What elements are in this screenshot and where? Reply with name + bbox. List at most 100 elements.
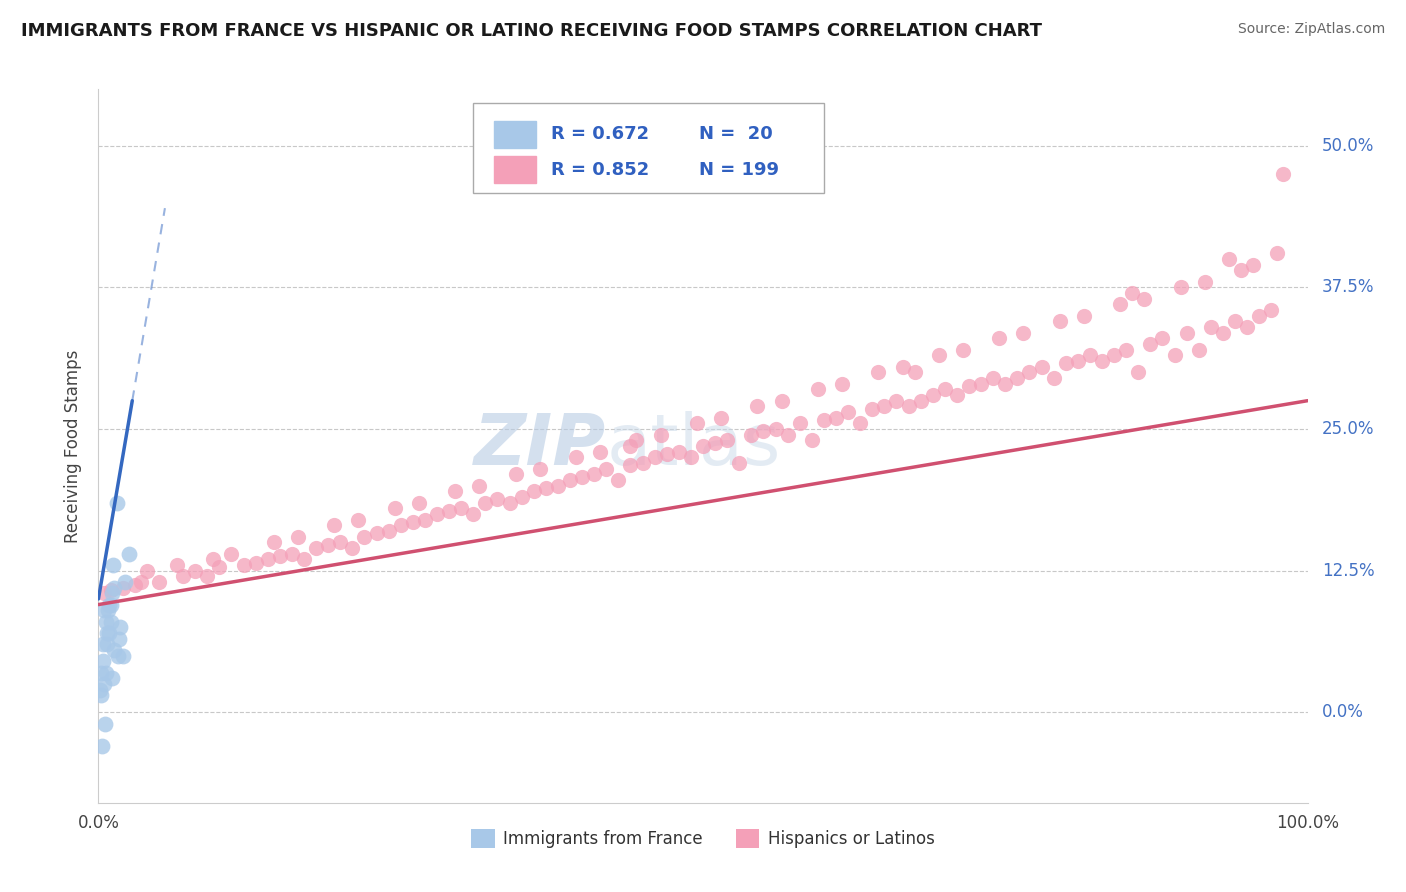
Point — [97, 626, 120, 640]
Point — [1067, 354, 1090, 368]
Text: ZIP: ZIP — [474, 411, 606, 481]
Point — [704, 435, 727, 450]
Point — [195, 569, 218, 583]
Point — [957, 379, 980, 393]
Point — [740, 427, 762, 442]
Point — [232, 558, 254, 572]
Point — [402, 515, 425, 529]
Point — [692, 439, 714, 453]
Point — [928, 348, 950, 362]
Point — [1091, 354, 1114, 368]
Point — [129, 574, 152, 589]
Point — [505, 467, 527, 482]
Point — [831, 376, 853, 391]
Point — [90, 688, 112, 702]
Point — [1218, 252, 1240, 266]
Point — [1236, 320, 1258, 334]
Point — [426, 507, 449, 521]
Point — [1212, 326, 1234, 340]
Point — [256, 552, 278, 566]
Point — [710, 410, 733, 425]
Point — [1241, 258, 1264, 272]
Point — [486, 492, 509, 507]
Point — [450, 501, 472, 516]
Point — [1049, 314, 1071, 328]
Point — [97, 603, 120, 617]
Point — [1267, 246, 1289, 260]
Point — [93, 603, 115, 617]
Point — [1018, 365, 1040, 379]
Point — [1031, 359, 1053, 374]
Point — [103, 581, 125, 595]
Point — [934, 383, 956, 397]
Point — [468, 478, 491, 492]
Point — [444, 484, 467, 499]
Point — [650, 427, 672, 442]
Point — [107, 648, 129, 663]
Point — [849, 417, 872, 431]
Point — [994, 376, 1017, 391]
Point — [100, 671, 122, 685]
Point — [571, 469, 593, 483]
Point — [342, 541, 364, 555]
Point — [96, 626, 118, 640]
Point — [558, 473, 581, 487]
Point — [534, 481, 557, 495]
Text: 12.5%: 12.5% — [1322, 562, 1375, 580]
Point — [952, 343, 974, 357]
Point — [105, 495, 128, 509]
Point — [891, 359, 914, 374]
FancyBboxPatch shape — [474, 103, 824, 193]
Point — [316, 537, 339, 551]
Text: atlas: atlas — [606, 411, 780, 481]
Point — [1230, 263, 1253, 277]
Point — [655, 447, 678, 461]
Point — [619, 439, 641, 453]
Point — [1078, 348, 1101, 362]
Point — [184, 564, 207, 578]
Point — [807, 383, 830, 397]
Point — [94, 716, 117, 731]
Point — [946, 388, 969, 402]
Point — [463, 507, 485, 521]
Point — [89, 682, 111, 697]
Text: Source: ZipAtlas.com: Source: ZipAtlas.com — [1237, 22, 1385, 37]
Point — [1194, 275, 1216, 289]
Point — [292, 552, 315, 566]
Point — [619, 458, 641, 473]
Point — [96, 637, 118, 651]
Point — [988, 331, 1011, 345]
Point — [1188, 343, 1211, 357]
Point — [813, 413, 835, 427]
Bar — [494, 120, 536, 148]
Point — [269, 549, 291, 563]
Text: N =  20: N = 20 — [699, 125, 773, 143]
Point — [94, 665, 117, 680]
Point — [1102, 348, 1125, 362]
Point — [384, 501, 406, 516]
Point — [108, 620, 131, 634]
Point — [1115, 343, 1137, 357]
Point — [166, 558, 188, 572]
Point — [668, 444, 690, 458]
Point — [305, 541, 328, 555]
Point — [221, 547, 243, 561]
Text: 25.0%: 25.0% — [1322, 420, 1375, 438]
Point — [873, 400, 896, 414]
Text: R = 0.672: R = 0.672 — [551, 125, 648, 143]
Point — [377, 524, 399, 538]
Point — [770, 393, 793, 408]
Point — [245, 556, 267, 570]
Point — [1054, 356, 1077, 370]
Point — [1175, 326, 1198, 340]
Point — [1133, 292, 1156, 306]
Point — [607, 473, 630, 487]
Point — [547, 478, 569, 492]
Point — [679, 450, 702, 465]
Point — [323, 518, 346, 533]
Point — [90, 665, 112, 680]
Point — [135, 564, 157, 578]
Point — [716, 434, 738, 448]
Point — [263, 535, 285, 549]
Point — [91, 739, 114, 754]
